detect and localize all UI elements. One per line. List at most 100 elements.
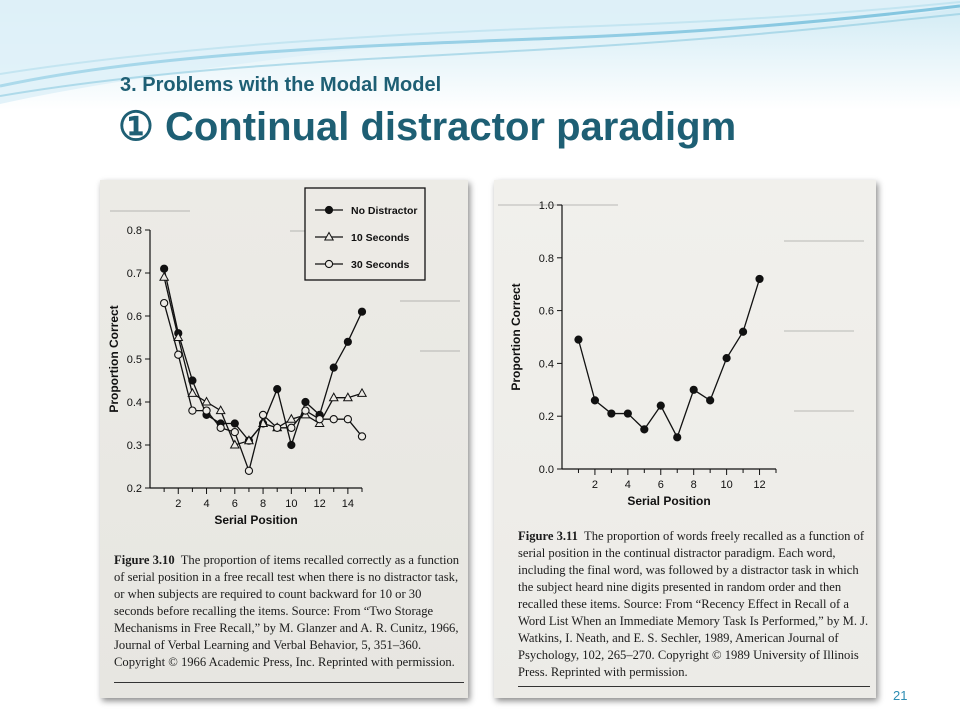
data-point [590,396,600,405]
x-tick-label: 4 [203,498,209,510]
data-point [273,385,282,394]
data-point [244,466,254,475]
legend-marker [324,259,334,269]
y-tick-label: 0.2 [539,411,554,423]
caption-rule [518,686,870,687]
y-tick-label: 0.6 [539,306,554,318]
data-point [287,423,296,432]
legend-label: No Distractor [351,205,418,217]
data-point [343,415,353,424]
y-tick-label: 0.3 [127,440,142,452]
legend-label: 10 Seconds [351,232,410,244]
x-axis-label: Serial Position [214,513,297,527]
series-line [577,278,761,439]
data-point [755,274,764,284]
data-point [229,439,240,449]
legend-label: 30 Seconds [351,259,410,271]
y-tick-label: 1.0 [539,200,554,212]
data-point [230,419,239,428]
y-tick-label: 0.4 [539,358,554,370]
figure-label: Figure 3.10 [114,553,175,567]
x-axis-label: Serial Position [627,494,710,508]
slide-title: ① Continual distractor paradigm [118,105,737,149]
caption-rule [114,682,464,683]
data-point [216,423,225,432]
legend-marker [323,231,335,241]
y-axis-label: Proportion Correct [107,305,121,412]
serial-position-chart-fig-3-11: 0.0 0.2 0.4 0.6 0.8 1.0 2 4 6 8 10 12 Serial Positio… [509,200,777,508]
data-point [286,413,297,423]
data-point [202,406,211,415]
data-point [315,415,324,424]
data-point [640,425,649,434]
wave-banner [0,0,960,110]
data-point [623,409,632,418]
data-point [329,363,338,372]
serial-position-chart-fig-3-10: 0.2 0.3 0.4 0.5 0.6 0.7 0.8 2 4 6 8 10 12 14 Serial Po… [107,187,426,527]
data-point [706,396,715,405]
data-point [738,327,748,336]
data-point [243,435,254,445]
x-tick-label: 8 [260,498,266,510]
x-tick-label: 12 [313,498,325,510]
data-point [574,335,583,344]
data-point [230,427,239,437]
data-point [343,337,352,346]
data-point [329,415,338,424]
data-point [215,405,226,415]
y-tick-label: 0.5 [127,354,142,366]
data-point [201,396,212,406]
data-point [342,392,353,402]
x-tick-label: 2 [592,479,598,491]
figure-label: Figure 3.11 [518,529,578,543]
data-point [328,392,339,402]
data-point [159,271,170,281]
x-tick-label: 12 [753,479,765,491]
data-point [173,331,184,341]
x-tick-label: 10 [720,479,732,491]
data-point [357,432,367,441]
figure-scan-right: 0.0 0.2 0.4 0.6 0.8 1.0 2 4 6 8 10 12 Serial Positio… [494,180,876,698]
x-tick-label: 10 [285,498,297,510]
data-point [174,350,183,359]
caption-text: The proportion of items recalled correct… [114,553,460,669]
y-tick-label: 0.8 [127,225,142,237]
x-tick-label: 14 [342,498,354,510]
data-point [187,387,198,397]
data-point [273,423,282,432]
y-tick-label: 0.7 [127,268,142,280]
y-tick-label: 0.4 [127,397,142,409]
slide-subtitle: 3. Problems with the Modal Model [120,74,442,96]
figure-caption-right: Figure 3.11 The proportion of words free… [518,528,870,681]
data-point [287,440,296,450]
x-tick-label: 6 [232,498,238,510]
y-tick-label: 0.2 [127,483,142,495]
data-point [301,406,310,415]
data-point [722,354,731,363]
data-point [159,298,169,308]
data-point [258,410,268,420]
x-tick-label: 2 [175,498,181,510]
figure-scan-left: 0.2 0.3 0.4 0.5 0.6 0.7 0.8 2 4 6 8 10 12 14 Serial Po… [100,180,468,698]
data-point [673,433,682,442]
data-point [188,406,197,415]
data-point [689,385,698,394]
y-tick-label: 0.0 [539,464,554,476]
y-tick-label: 0.8 [539,253,554,265]
y-tick-label: 0.6 [127,311,142,323]
y-axis-label: Proportion Correct [509,283,523,390]
page-number: 21 [893,688,908,703]
data-point [607,409,616,418]
data-point [356,387,368,397]
x-tick-label: 8 [691,479,697,491]
data-point [301,397,310,407]
data-point [656,401,665,410]
data-point [160,264,169,273]
caption-text: The proportion of words freely recalled … [518,529,869,679]
data-point [357,307,367,316]
legend-marker [324,205,334,215]
x-tick-label: 6 [658,479,664,491]
x-tick-label: 4 [625,479,631,491]
figure-caption-left: Figure 3.10 The proportion of items reca… [114,552,464,671]
series-line [163,302,363,474]
